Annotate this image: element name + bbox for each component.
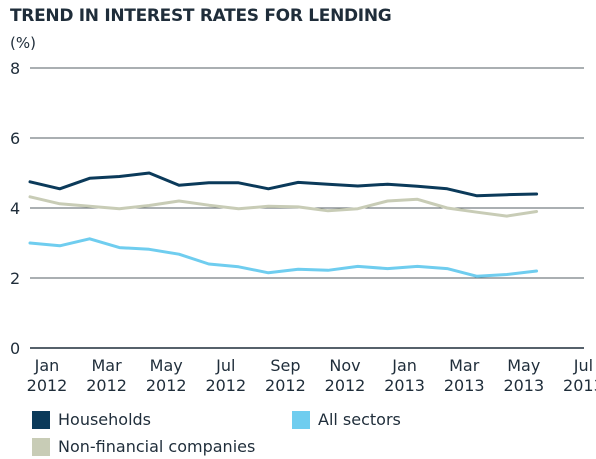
unit-label: (%) <box>10 34 36 52</box>
x-tick-year: 2012 <box>265 376 306 395</box>
x-tick-month: Nov <box>329 356 360 375</box>
x-tick-month: Jan <box>391 356 417 375</box>
x-tick-month: Jul <box>215 356 235 375</box>
y-tick-label: 8 <box>10 59 20 78</box>
y-tick-labels: 0 2 4 6 8 <box>10 59 20 358</box>
legend-item-non-financial-companies: Non-financial companies <box>32 437 255 456</box>
chart-title: TREND IN INTEREST RATES FOR LENDING <box>10 6 392 26</box>
x-tick-year: 2012 <box>86 376 127 395</box>
x-tick-labels: Jan2012Mar2012May2012Jul2012Sep2012Nov20… <box>27 356 596 395</box>
y-tick-label: 0 <box>10 339 20 358</box>
x-tick-month: May <box>507 356 540 375</box>
x-tick-year: 2012 <box>146 376 187 395</box>
series-lines <box>28 171 539 278</box>
x-tick-year: 2013 <box>503 376 544 395</box>
y-tick-label: 2 <box>10 269 20 288</box>
legend-swatch-non-financial-companies <box>32 437 50 456</box>
x-tick-year: 2012 <box>205 376 246 395</box>
legend-label-all-sectors: All sectors <box>318 410 401 429</box>
y-tick-label: 4 <box>10 199 20 218</box>
legend-item-households: Households <box>32 410 151 429</box>
x-tick-year: 2012 <box>325 376 366 395</box>
x-tick-month: May <box>150 356 183 375</box>
x-tick-month: Jan <box>34 356 60 375</box>
series-line-households <box>28 171 539 198</box>
x-tick-month: Mar <box>449 356 480 375</box>
legend-label-households: Households <box>58 410 152 429</box>
x-tick-month: Sep <box>270 356 300 375</box>
x-tick-year: 2013 <box>444 376 485 395</box>
y-tick-label: 6 <box>10 129 20 148</box>
x-tick-year: 2013 <box>563 376 596 395</box>
legend-label-non-financial-companies: Non-financial companies <box>58 437 256 456</box>
x-tick-month: Mar <box>92 356 123 375</box>
legend-swatch-households <box>32 410 50 429</box>
series-line-non-financial-companies <box>28 195 539 218</box>
x-tick-month: Jul <box>573 356 593 375</box>
x-tick-year: 2013 <box>384 376 425 395</box>
legend-swatch-all-sectors <box>292 410 310 429</box>
series-line-all-sectors <box>28 237 539 278</box>
x-tick-year: 2012 <box>27 376 68 395</box>
legend-item-all-sectors: All sectors <box>292 410 401 429</box>
